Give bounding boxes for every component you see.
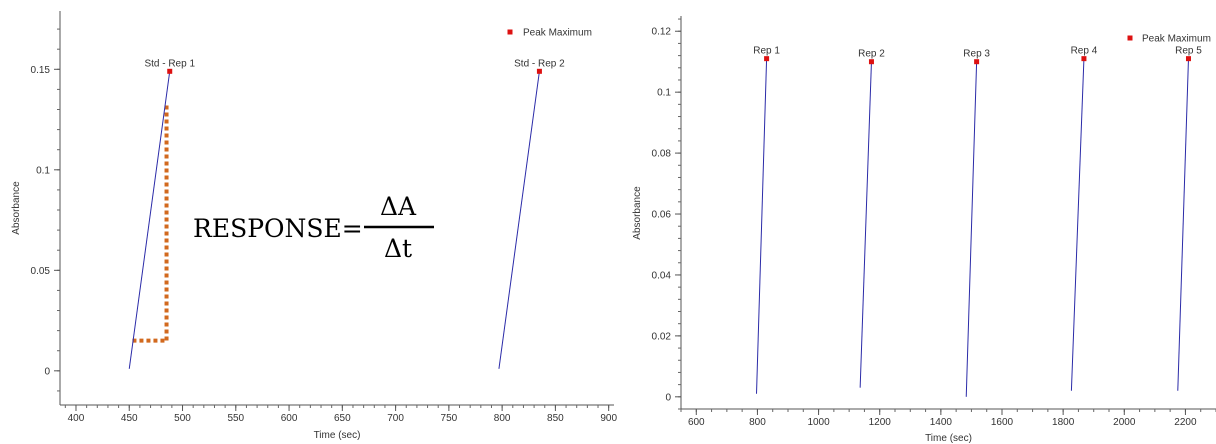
series-line-rep-4 — [1070, 58, 1085, 391]
peak-marker-rep-4[interactable] — [1081, 56, 1087, 62]
y-tick-label: 0.05 — [31, 266, 51, 277]
legend-label: Peak Maximum — [1142, 34, 1211, 45]
x-tick-label: 600 — [281, 413, 298, 424]
chart-1: 400 450 500 550 600 650 700 750 800 850 900 0 0.05 0.… — [11, 11, 617, 441]
x-tick-label: 2200 — [1174, 417, 1197, 428]
x-tick-label: 500 — [174, 413, 191, 424]
y-tick-label: 0.12 — [652, 27, 672, 38]
series-line-std-rep-1 — [128, 71, 171, 369]
x-tick-label: 1000 — [807, 417, 830, 428]
peak-label-rep-5: Rep 5 — [1175, 46, 1202, 57]
formula-numerator: ΔA — [380, 192, 417, 221]
y-tick-label: 0 — [665, 392, 671, 403]
x-tick-label: 1400 — [930, 417, 953, 428]
series-line-rep-2 — [859, 61, 872, 388]
x-tick-label: 800 — [494, 413, 511, 424]
y-axis-label: Absorbance — [632, 186, 643, 240]
y-tick-label: 0.08 — [652, 149, 672, 160]
series-line-rep-1 — [756, 58, 768, 394]
peak-marker-rep-2[interactable] — [868, 59, 874, 65]
x-tick-label: 850 — [547, 413, 564, 424]
x-tick-label: 750 — [441, 413, 458, 424]
x-tick-label: 400 — [68, 413, 85, 424]
x-tick-label: 450 — [121, 413, 138, 424]
y-tick-label: 0.1 — [36, 165, 50, 176]
x-tick-label: 800 — [749, 417, 766, 428]
formula-denominator: Δt — [384, 234, 412, 263]
chart-2: 600 800 1000 1200 1400 1600 1800 2000 2200 0 0.02 0… — [632, 16, 1216, 444]
y-tick-label: 0.15 — [31, 65, 51, 76]
series-line-std-rep-2 — [498, 71, 540, 369]
y-tick-label: 0.02 — [652, 331, 672, 342]
x-tick-label: 600 — [688, 417, 705, 428]
x-tick-label: 700 — [387, 413, 404, 424]
y-tick-label: 0.06 — [652, 210, 672, 221]
x-tick-label: 1800 — [1052, 417, 1075, 428]
peak-marker-rep-1[interactable] — [764, 56, 770, 62]
formula-label: RESPONSE= — [193, 214, 363, 243]
x-axis-label: Time (sec) — [314, 430, 361, 441]
y-tick-label: 0.04 — [652, 270, 672, 281]
peak-label-rep-1: Rep 1 — [753, 46, 780, 57]
peak-label-std-rep-1: Std - Rep 1 — [144, 58, 195, 69]
peak-marker-std-rep-2[interactable] — [536, 68, 542, 74]
peak-label-rep-2: Rep 2 — [858, 49, 885, 60]
x-tick-label: 1600 — [991, 417, 1014, 428]
y-tick-label: 0.1 — [657, 88, 671, 99]
x-tick-label: 550 — [227, 413, 244, 424]
peak-label-rep-4: Rep 4 — [1071, 46, 1098, 57]
legend-marker — [507, 29, 513, 35]
peak-label-rep-3: Rep 3 — [963, 49, 990, 60]
legend-label: Peak Maximum — [523, 28, 592, 39]
y-axis-label: Absorbance — [11, 181, 22, 235]
series-line-rep-5 — [1177, 58, 1189, 391]
peak-marker-std-rep-1[interactable] — [167, 68, 173, 74]
x-tick-label: 1200 — [869, 417, 892, 428]
y-tick-label: 0 — [44, 366, 50, 377]
peak-marker-rep-5[interactable] — [1185, 56, 1191, 62]
legend-marker — [1127, 35, 1133, 41]
x-tick-label: 900 — [600, 413, 617, 424]
series-line-rep-3 — [965, 61, 978, 397]
x-axis-label: Time (sec) — [925, 433, 972, 444]
x-tick-label: 650 — [334, 413, 351, 424]
x-tick-label: 2000 — [1113, 417, 1136, 428]
peak-marker-rep-3[interactable] — [974, 59, 980, 65]
peak-label-std-rep-2: Std - Rep 2 — [514, 58, 565, 69]
